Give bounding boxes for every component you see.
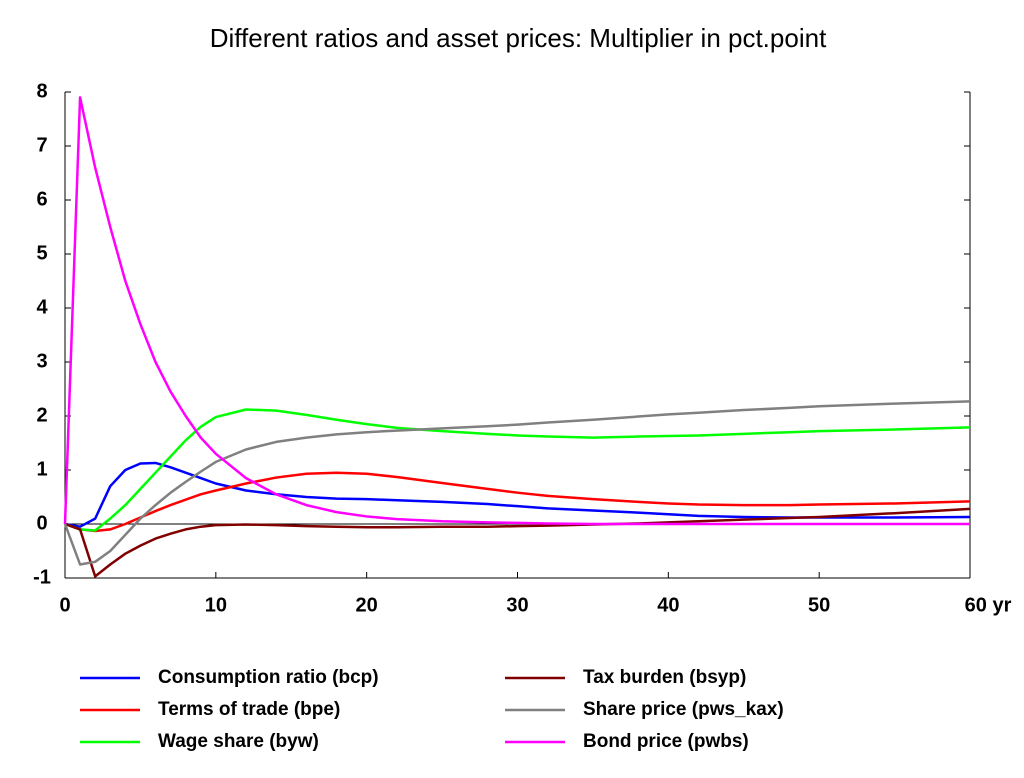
y-tick-label: 5 [36,242,47,264]
y-tick-label: 3 [36,350,47,372]
y-tick-label: 4 [36,296,48,318]
chart-title: Different ratios and asset prices: Multi… [210,23,827,53]
x-tick-label: 60 yr [965,594,1012,616]
y-tick-label: 0 [36,512,47,534]
legend-label: Bond price (pwbs) [583,731,749,752]
y-tick-label: 1 [36,458,47,480]
series-line [64,471,971,533]
series-line [63,400,971,566]
x-tick-label: 30 [506,594,528,616]
series-line [64,461,971,528]
y-tick-label: 2 [36,404,47,426]
y-tick-label: 7 [36,134,47,156]
x-tick-label: 50 [808,594,830,616]
legend-label: Consumption ratio (bcp) [158,667,379,688]
y-tick-label: 6 [36,188,47,210]
x-tick-label: 10 [205,594,227,616]
series-line [64,507,971,578]
y-tick-label: -1 [33,566,51,588]
x-tick-label: 0 [59,594,70,616]
legend-label: Terms of trade (bpe) [158,699,340,720]
series-line [64,408,971,532]
x-tick-label: 20 [356,594,378,616]
legend-label: Wage share (byw) [158,731,319,752]
legend-label: Share price (pws_kax) [583,699,784,720]
y-tick-label: 8 [36,80,47,102]
series-line [63,96,970,526]
x-tick-label: 40 [657,594,679,616]
legend-label: Tax burden (bsyp) [583,667,746,688]
